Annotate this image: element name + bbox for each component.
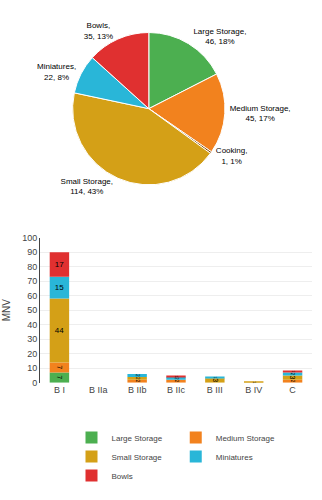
svg-text:10: 10 <box>27 363 37 373</box>
svg-text:Bowls,35, 13%: Bowls,35, 13% <box>84 21 113 40</box>
svg-text:B I: B I <box>54 385 65 395</box>
svg-text:7: 7 <box>56 365 63 369</box>
svg-text:90: 90 <box>27 247 37 257</box>
svg-text:Large Storage: Large Storage <box>112 434 163 443</box>
svg-text:B IV: B IV <box>245 385 262 395</box>
svg-text:Small Storage: Small Storage <box>112 453 163 462</box>
svg-text:44: 44 <box>55 326 64 335</box>
svg-text:1: 1 <box>252 381 256 383</box>
svg-text:Large Storage,46, 18%: Large Storage,46, 18% <box>193 27 246 46</box>
svg-text:Cooking,1, 1%: Cooking,1, 1% <box>216 146 248 165</box>
svg-text:1: 1 <box>213 377 217 379</box>
svg-text:Miniatures: Miniatures <box>216 453 253 462</box>
svg-text:2: 2 <box>174 380 179 383</box>
svg-text:2: 2 <box>135 380 140 383</box>
svg-text:B III: B III <box>207 385 223 395</box>
svg-text:1: 1 <box>291 371 295 373</box>
svg-text:50: 50 <box>27 305 37 315</box>
svg-text:70: 70 <box>27 276 37 286</box>
svg-text:2: 2 <box>135 374 140 377</box>
svg-text:80: 80 <box>27 262 37 272</box>
svg-text:20: 20 <box>27 349 37 359</box>
svg-text:30: 30 <box>27 334 37 344</box>
svg-text:C: C <box>289 385 296 395</box>
svg-text:B IIb: B IIb <box>128 385 147 395</box>
svg-text:3: 3 <box>289 375 296 379</box>
svg-text:3: 3 <box>212 378 219 382</box>
svg-text:100: 100 <box>22 233 37 243</box>
svg-text:60: 60 <box>27 291 37 301</box>
svg-text:1: 1 <box>174 375 178 377</box>
svg-text:Small Storage,114, 43%: Small Storage,114, 43% <box>61 177 113 196</box>
svg-text:40: 40 <box>27 320 37 330</box>
svg-text:B IIa: B IIa <box>89 385 108 395</box>
svg-text:7: 7 <box>56 376 63 380</box>
svg-text:Miniatures,22, 8%: Miniatures,22, 8% <box>37 62 76 81</box>
svg-text:B IIc: B IIc <box>167 385 186 395</box>
svg-text:2: 2 <box>290 380 295 383</box>
svg-text:2: 2 <box>174 377 179 380</box>
svg-text:2: 2 <box>290 373 295 376</box>
svg-text:2: 2 <box>135 377 140 380</box>
svg-text:Bowls: Bowls <box>112 472 133 481</box>
svg-text:0: 0 <box>32 378 37 388</box>
svg-text:17: 17 <box>55 260 64 269</box>
svg-text:Medium Storage,45, 17%: Medium Storage,45, 17% <box>230 104 291 123</box>
svg-text:Medium Storage: Medium Storage <box>216 434 275 443</box>
svg-text:MNV: MNV <box>1 299 12 322</box>
svg-text:15: 15 <box>55 283 64 292</box>
